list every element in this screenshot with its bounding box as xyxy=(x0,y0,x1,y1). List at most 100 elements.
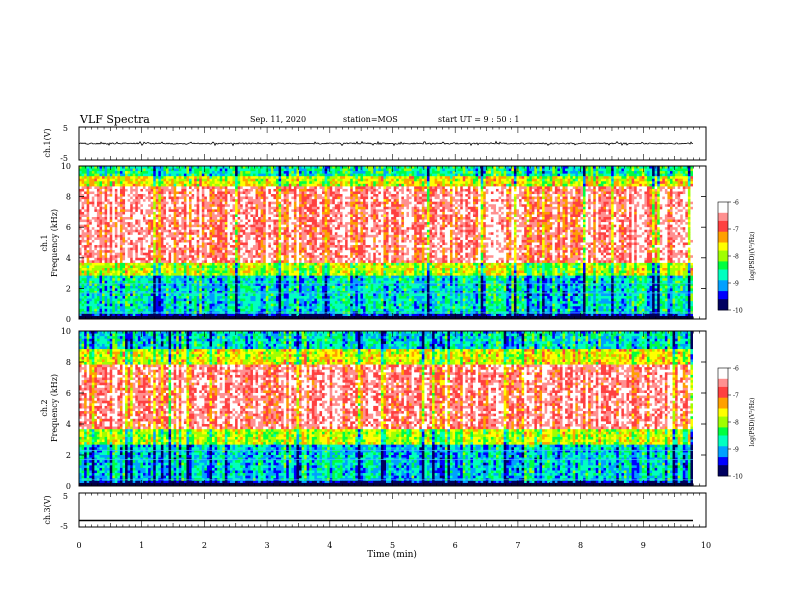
spectrogram-cell xyxy=(255,173,259,177)
spectrogram-cell xyxy=(386,191,389,195)
spectrogram-cell xyxy=(339,214,343,218)
spectrogram-cell xyxy=(135,186,139,190)
spectrogram-cell xyxy=(360,186,364,190)
spectrogram-cell xyxy=(360,176,364,180)
spectrogram-cell xyxy=(577,173,581,177)
spectrogram-cell xyxy=(687,196,691,200)
spectrogram-cell xyxy=(119,181,123,185)
spectrogram-cell xyxy=(475,209,479,213)
spectrogram-cell xyxy=(406,186,410,190)
spectrogram-cell xyxy=(89,209,93,213)
spectrogram-cell xyxy=(240,188,244,192)
spectrogram-cell xyxy=(329,168,333,172)
spectrogram-cell xyxy=(521,199,525,203)
spectrogram-cell xyxy=(493,209,497,213)
spectrogram-cell xyxy=(81,194,85,197)
spectrogram-cell xyxy=(508,186,512,190)
spectrogram-cell xyxy=(490,181,494,185)
spectrogram-cell xyxy=(171,173,175,177)
spectrogram-cell xyxy=(401,217,405,220)
spectrogram-cell xyxy=(250,217,254,220)
spectrogram-cell xyxy=(562,209,566,213)
spectrogram-cell xyxy=(127,211,131,215)
spectrogram-cell xyxy=(148,178,152,182)
spectrogram-cell xyxy=(153,188,157,192)
spectrogram-cell xyxy=(365,206,369,210)
spectrogram-cell xyxy=(189,194,192,197)
spectrogram-cell xyxy=(536,217,540,220)
spectrogram-cell xyxy=(235,196,239,200)
spectrogram-cell xyxy=(485,188,489,192)
spectrogram-cell xyxy=(664,181,668,185)
spectrogram-cell xyxy=(501,191,505,195)
spectrogram-cell xyxy=(613,173,617,177)
spectrogram-cell xyxy=(378,206,382,210)
spectrogram-cell xyxy=(173,186,177,190)
spectrogram-cell xyxy=(176,191,180,195)
spectrogram-cell xyxy=(178,217,182,220)
spectrogram-cell xyxy=(547,214,551,218)
spectrogram-cell xyxy=(79,209,82,213)
spectrogram-cell xyxy=(393,178,397,182)
spectrogram-cell xyxy=(112,209,116,213)
spectrogram-cell xyxy=(380,168,384,172)
spectrogram-cell xyxy=(516,209,520,213)
spectrogram-cell xyxy=(125,217,129,220)
spectrogram-cell xyxy=(585,209,589,213)
spectrogram-cell xyxy=(549,191,553,195)
spectrogram-cell xyxy=(557,178,561,182)
spectrogram-cell xyxy=(306,186,310,190)
spectrogram-cell xyxy=(296,186,300,190)
spectrogram-cell xyxy=(667,196,671,200)
spectrogram-cell xyxy=(544,181,548,185)
spectrogram-cell xyxy=(117,206,121,210)
spectrogram-cell xyxy=(189,171,192,175)
spectrogram-cell xyxy=(368,178,372,182)
spectrogram-cell xyxy=(470,214,474,218)
spectrogram-cell xyxy=(577,166,581,169)
spectrogram-cell xyxy=(350,176,354,180)
spectrogram-cell xyxy=(278,217,282,220)
spectrogram-cell xyxy=(319,186,323,190)
spectrogram-cell xyxy=(383,214,387,218)
spectrogram-cell xyxy=(81,188,85,192)
spectrogram-cell xyxy=(191,214,195,218)
spectrogram-cell xyxy=(432,214,436,218)
spectrogram-cell xyxy=(165,188,169,192)
spectrogram-cell xyxy=(419,188,423,192)
spectrogram-cell xyxy=(334,188,338,192)
spectrogram-cell xyxy=(199,214,203,218)
spectrogram-cell xyxy=(516,217,520,220)
spectrogram-cell xyxy=(598,166,602,169)
spectrogram-cell xyxy=(603,211,607,215)
spectrogram-cell xyxy=(334,194,338,197)
spectrogram-cell xyxy=(677,183,681,187)
spectrogram-cell xyxy=(470,204,474,208)
spectrogram-cell xyxy=(352,171,356,175)
spectrogram-cell xyxy=(629,214,632,218)
spectrogram-cell xyxy=(119,206,123,210)
spectrogram-cell xyxy=(577,194,581,197)
spectrogram-cell xyxy=(590,181,594,185)
spectrogram-cell xyxy=(99,206,103,210)
spectrogram-cell xyxy=(593,181,597,185)
spectrogram-cell xyxy=(672,209,676,213)
spectrogram-cell xyxy=(191,209,195,213)
spectrogram-cell xyxy=(352,183,356,187)
spectrogram-cell xyxy=(296,201,300,205)
spectrogram-cell xyxy=(646,168,650,172)
spectrogram-cell xyxy=(237,209,241,213)
spectrogram-cell xyxy=(570,186,574,190)
spectrogram-cell xyxy=(296,204,300,208)
spectrogram-cell xyxy=(183,191,187,195)
spectrogram-cell xyxy=(652,183,656,187)
spectrogram-cell xyxy=(199,217,203,220)
spectrogram-cell xyxy=(598,209,602,213)
spectrogram-cell xyxy=(565,166,569,169)
spectrogram-cell xyxy=(621,186,625,190)
spectrogram-cell xyxy=(206,176,210,180)
spectrogram-cell xyxy=(299,188,302,192)
spectrogram-cell xyxy=(209,178,213,182)
spectrogram-cell xyxy=(79,183,82,187)
spectrogram-cell xyxy=(112,183,116,187)
